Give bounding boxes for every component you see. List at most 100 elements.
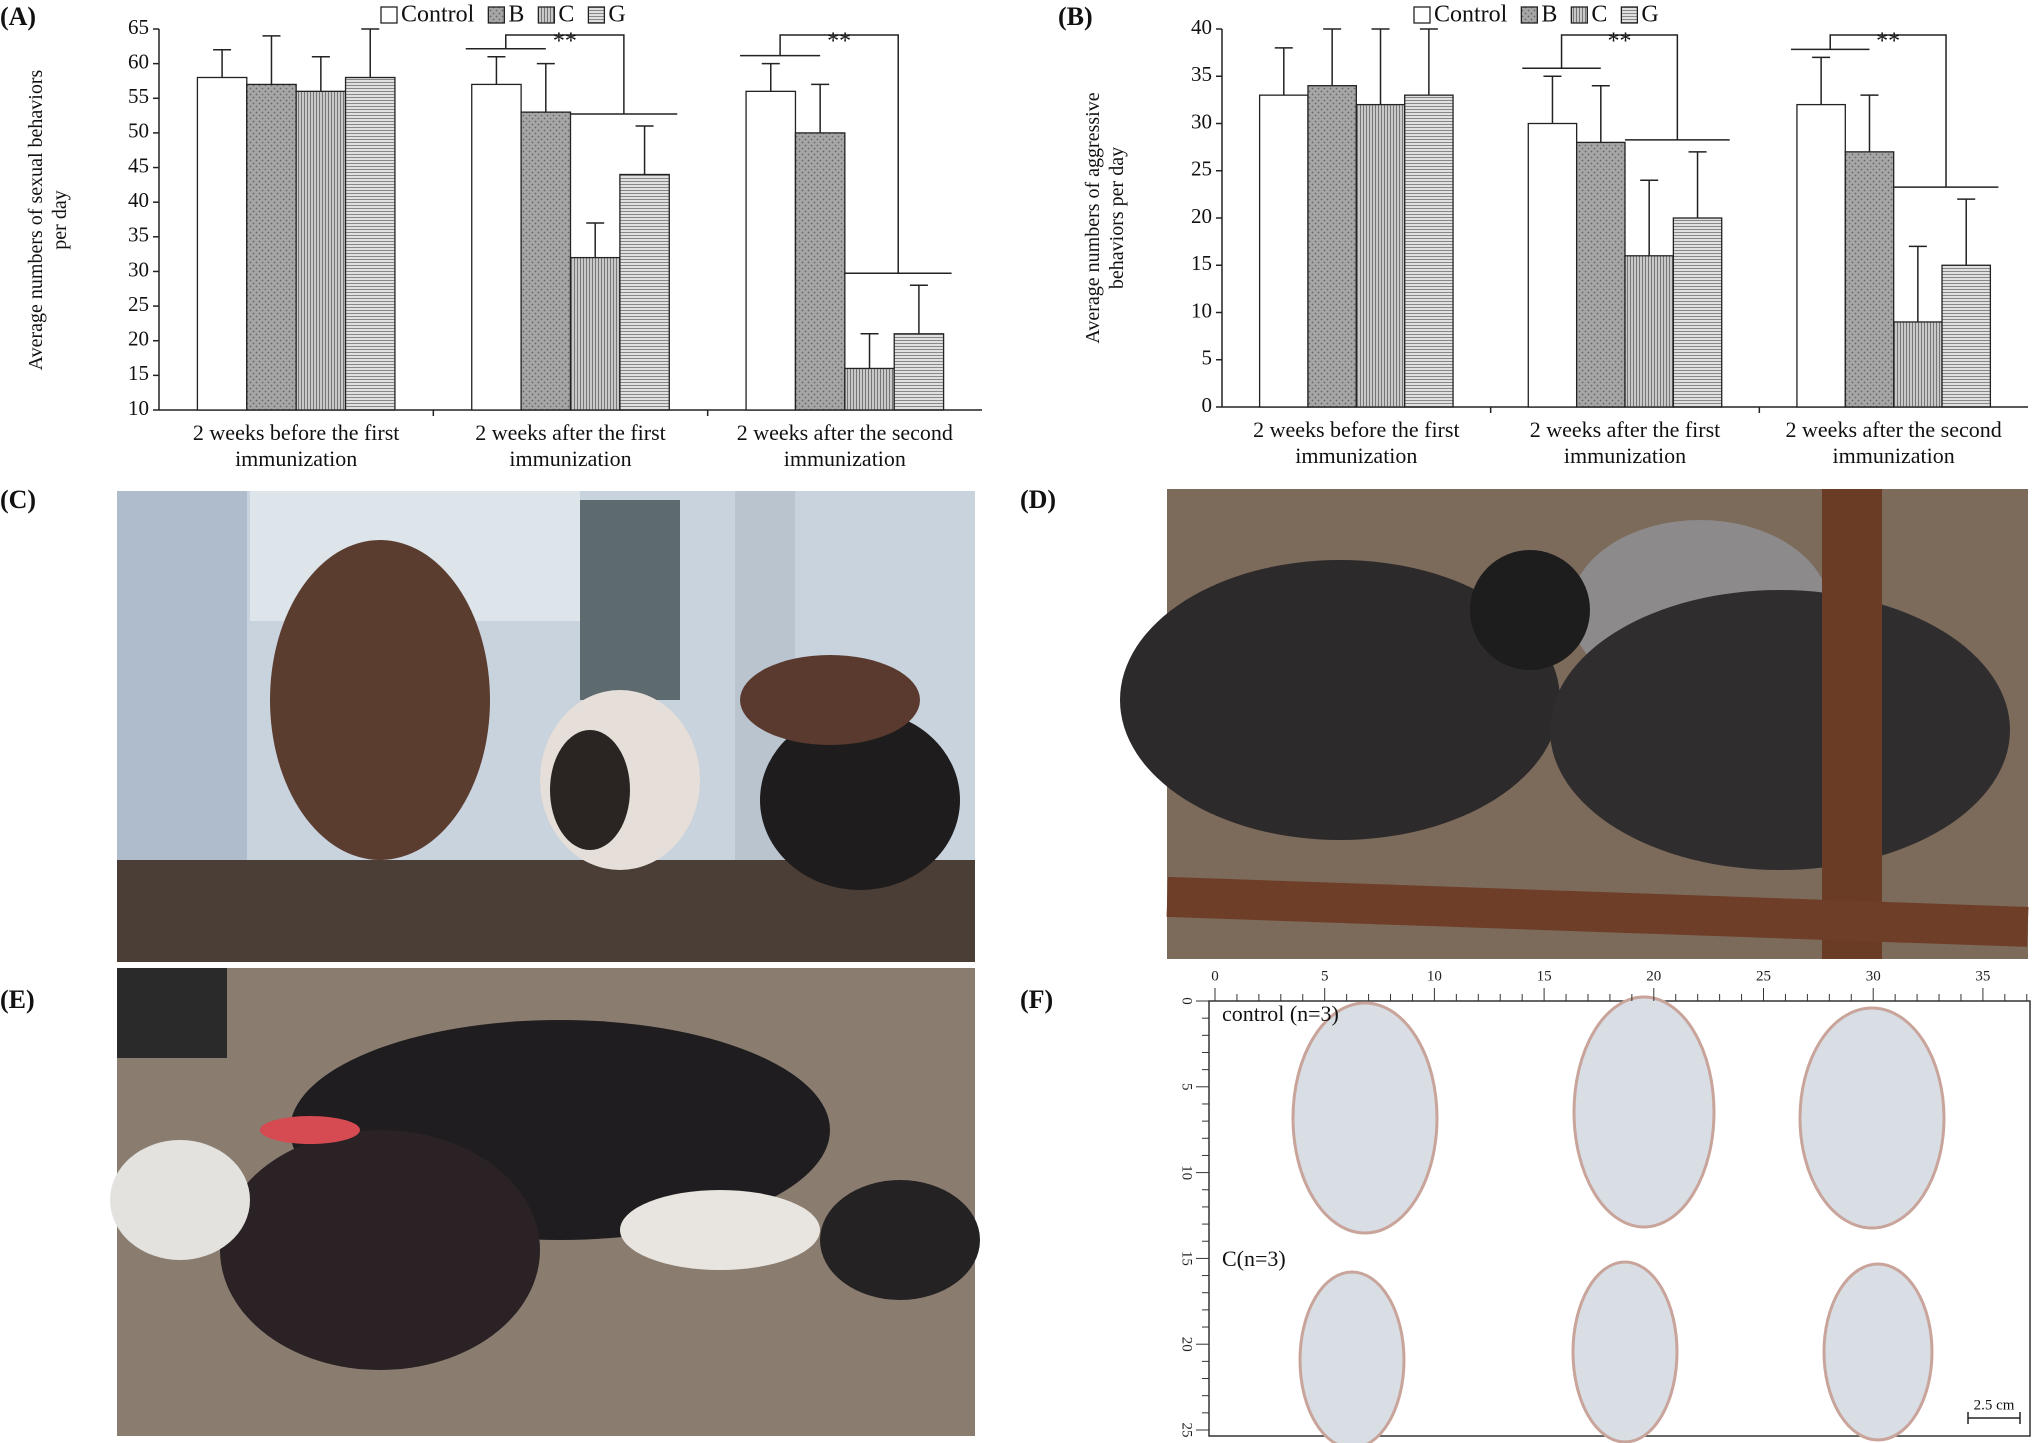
bar xyxy=(1404,94,1454,408)
ruler-label: 25 xyxy=(1756,968,1771,984)
significance-bracket xyxy=(465,34,678,115)
error-bar xyxy=(860,333,879,369)
significance-label: ** xyxy=(553,29,577,55)
panel-label: (F) xyxy=(1020,985,1054,1014)
bar xyxy=(844,367,895,411)
bar xyxy=(471,83,522,411)
error-bar xyxy=(1543,75,1562,124)
error-bar xyxy=(1812,56,1831,105)
photo-c xyxy=(117,491,975,962)
photo-f xyxy=(1208,995,2031,1443)
y-tick-label: 45 xyxy=(128,153,149,177)
y-tick-label: 40 xyxy=(1191,15,1212,39)
error-bar xyxy=(311,55,330,92)
photo-e xyxy=(110,968,980,1436)
ruler-label: 5 xyxy=(1179,1083,1195,1091)
legend-label: G xyxy=(1641,2,1658,28)
error-bar xyxy=(262,35,281,85)
error-bar xyxy=(536,62,555,113)
y-tick-label: 30 xyxy=(128,257,149,281)
bar xyxy=(1575,141,1626,408)
error-bar xyxy=(761,62,780,92)
bar xyxy=(794,132,846,411)
error-bar xyxy=(1371,28,1390,105)
error-bar xyxy=(1419,28,1438,96)
x-tick-label: 2 weeks after the first immunization xyxy=(475,420,666,471)
group-label: C(n=3) xyxy=(1222,1246,1286,1271)
bar xyxy=(569,256,621,411)
scale-bar-label: 2.5 cm xyxy=(1974,1397,2015,1413)
legend-label: Control xyxy=(1434,2,1508,28)
bar xyxy=(1258,94,1309,408)
x-tick-label: 2 weeks after the first immunization xyxy=(1529,417,1721,468)
legend-swatch xyxy=(487,6,505,24)
ruler-label: 0 xyxy=(1179,997,1195,1005)
ruler-label: 15 xyxy=(1537,968,1552,984)
legend-swatch xyxy=(587,6,606,24)
panel-label: (E) xyxy=(0,985,35,1014)
error-bar xyxy=(1957,198,1976,266)
significance-label: ** xyxy=(1607,29,1631,55)
bar xyxy=(745,90,797,411)
y-tick-label: 35 xyxy=(1191,62,1212,86)
legend-swatch xyxy=(1570,6,1589,24)
bar xyxy=(1844,151,1895,408)
panel-label: (B) xyxy=(1058,2,1093,31)
y-tick-label: 0 xyxy=(1202,393,1213,417)
y-tick-label: 50 xyxy=(128,119,149,143)
legend-label: C xyxy=(558,2,574,28)
error-bar xyxy=(1688,151,1707,218)
legend-swatch xyxy=(380,6,398,24)
panel-label: (A) xyxy=(0,2,37,31)
x-tick-label: 2 weeks after the second immunization xyxy=(1785,417,2002,468)
error-bar xyxy=(213,49,232,78)
significance-bracket xyxy=(740,34,952,275)
legend-swatch xyxy=(537,6,556,24)
legend-label: B xyxy=(1541,2,1557,28)
error-bar xyxy=(1640,179,1659,256)
y-axis-title: Average numbers of aggressive behaviors … xyxy=(1082,92,1128,344)
ruler-label: 30 xyxy=(1866,968,1881,984)
y-tick-label: 10 xyxy=(1191,298,1212,322)
y-axis-title: Average numbers of sexual behaviors per … xyxy=(25,69,71,370)
ruler-label: 20 xyxy=(1646,968,1661,984)
ruler-label: 10 xyxy=(1179,1165,1195,1180)
ruler-label: 10 xyxy=(1427,968,1442,984)
y-tick-label: 5 xyxy=(1202,346,1213,370)
bar xyxy=(520,111,572,411)
y-tick-label: 20 xyxy=(1191,204,1212,228)
error-bar xyxy=(1908,245,1927,322)
legend-label: G xyxy=(608,2,625,28)
significance-label: ** xyxy=(1876,29,1900,55)
bar xyxy=(893,333,945,411)
bar xyxy=(344,76,396,411)
bar xyxy=(196,76,248,411)
error-bar xyxy=(1274,47,1293,96)
y-tick-label: 15 xyxy=(128,361,149,385)
error-bar xyxy=(635,125,654,175)
y-tick-label: 25 xyxy=(1191,157,1212,181)
bar xyxy=(1527,122,1578,408)
bar xyxy=(1672,217,1723,408)
bar xyxy=(246,83,297,411)
error-bar xyxy=(361,28,380,78)
bar xyxy=(1941,264,1992,408)
panel-label: (C) xyxy=(0,485,37,514)
error-bar xyxy=(1323,28,1342,86)
legend-label: Control xyxy=(401,2,475,28)
bar xyxy=(1355,103,1406,408)
ruler-label: 5 xyxy=(1321,968,1329,984)
legend-label: C xyxy=(1591,2,1607,28)
panel-label: (D) xyxy=(1020,485,1057,514)
x-tick-label: 2 weeks before the first immunization xyxy=(1253,417,1460,468)
ruler-label: 35 xyxy=(1975,968,1990,984)
legend-swatch xyxy=(1520,6,1538,24)
error-bar xyxy=(586,222,605,258)
error-bar xyxy=(811,83,830,133)
bar xyxy=(1624,255,1675,408)
y-tick-label: 65 xyxy=(128,15,149,39)
y-tick-label: 20 xyxy=(128,327,149,351)
y-tick-label: 40 xyxy=(128,188,149,212)
error-bar xyxy=(1860,94,1879,152)
y-tick-label: 25 xyxy=(128,292,149,316)
